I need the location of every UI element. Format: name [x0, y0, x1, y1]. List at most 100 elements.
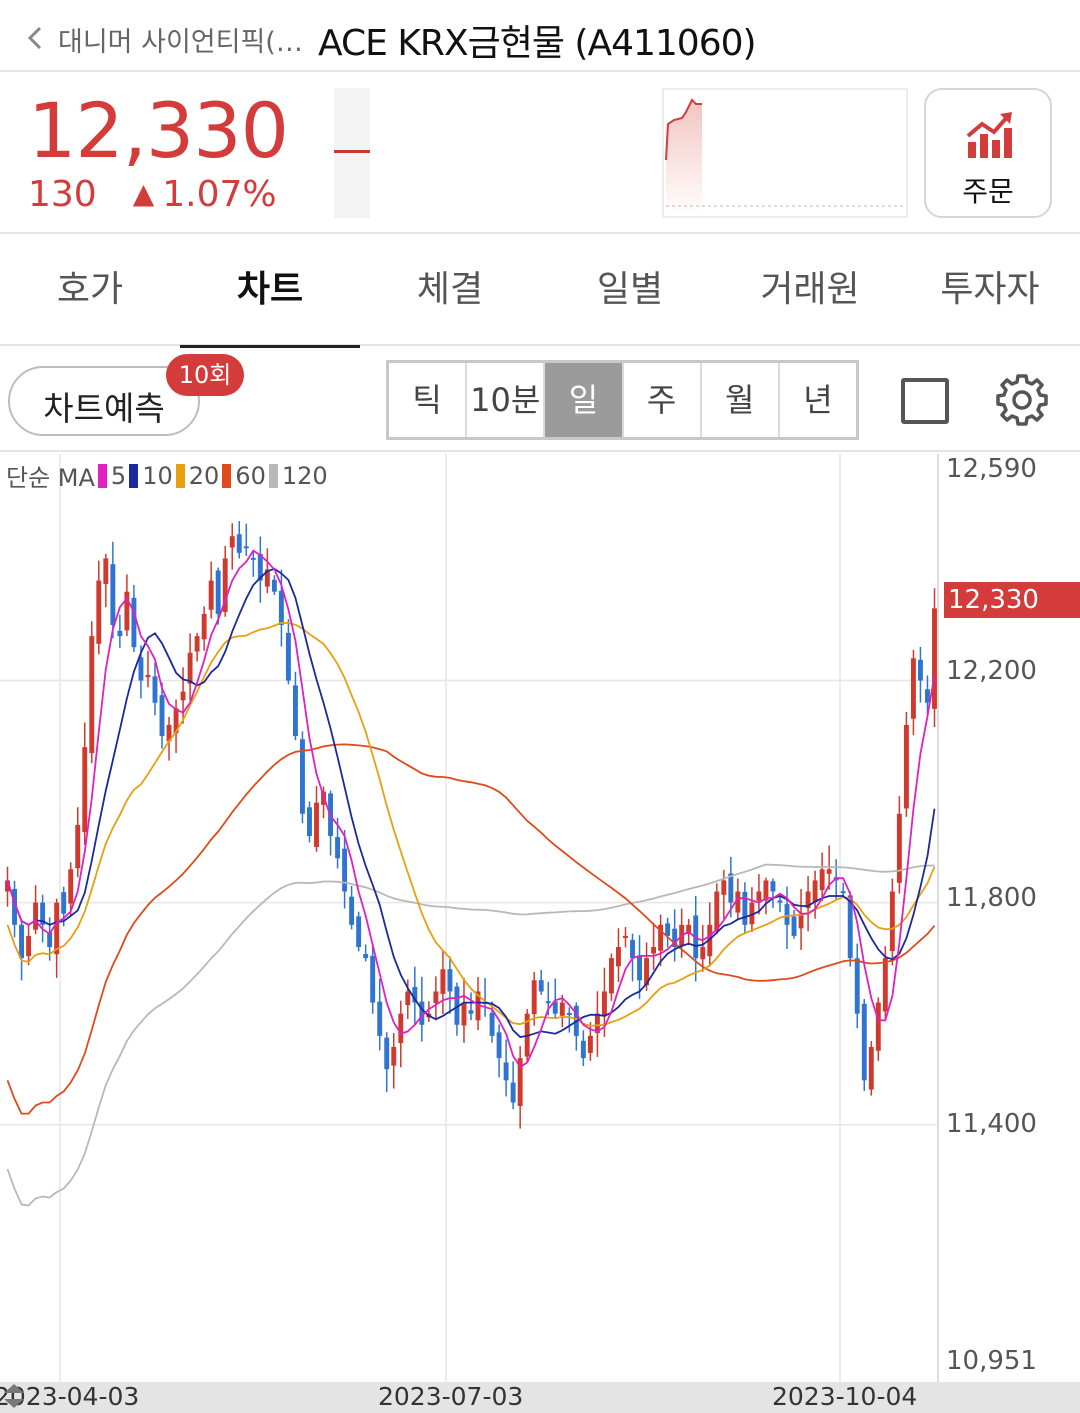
- predict-count-badge: 10회: [166, 354, 244, 396]
- candle-body: [89, 636, 95, 754]
- ma5-line: [6, 549, 936, 1069]
- candle-body: [925, 689, 930, 703]
- candle-body: [300, 739, 305, 814]
- candle-body: [658, 924, 664, 951]
- candle-body: [82, 747, 88, 833]
- candle-body: [461, 1002, 467, 1026]
- tab-investors[interactable]: 투자자: [940, 269, 1040, 310]
- chart-resize-handle-icon[interactable]: [0, 1382, 28, 1410]
- y-tick-label: 10,951: [946, 1346, 1037, 1376]
- candle-body: [854, 958, 860, 1014]
- y-tick-label: 11,400: [946, 1109, 1037, 1139]
- tab-brokers[interactable]: 거래원: [760, 269, 860, 310]
- candle-body: [749, 902, 755, 925]
- range-marker: [334, 150, 370, 153]
- period-year[interactable]: 년: [779, 363, 857, 437]
- candle-body: [173, 708, 179, 734]
- tab-trades[interactable]: 체결: [416, 269, 484, 310]
- quote-panel: 12,330 130 ▲ 1.07% 주문: [0, 74, 1080, 234]
- y-tick-label: 11,800: [946, 883, 1037, 913]
- period-10min[interactable]: 10분: [467, 363, 546, 437]
- tab-chart[interactable]: 차트: [180, 236, 360, 348]
- candle-body: [349, 896, 355, 925]
- candle-body: [19, 924, 25, 959]
- candle-body: [5, 880, 10, 892]
- candle-body: [398, 1013, 404, 1044]
- section-tabs: 호가 차트 체결 일별 거래원 투자자: [0, 236, 1080, 348]
- candle-body: [292, 685, 298, 737]
- candle-body: [742, 891, 748, 925]
- candle-body: [285, 632, 291, 681]
- candle-body: [12, 888, 17, 925]
- candle-body: [812, 880, 818, 903]
- tab-orderbook[interactable]: 호가: [56, 269, 124, 310]
- settings-gear-icon[interactable]: [994, 372, 1050, 428]
- candle-body: [601, 991, 607, 1017]
- candle-body: [489, 1012, 495, 1036]
- candle-body: [791, 916, 797, 936]
- candle-body: [26, 935, 32, 957]
- candle-body: [917, 659, 923, 681]
- intraday-sparkline[interactable]: [662, 88, 908, 218]
- candle-body: [623, 935, 628, 938]
- candle-body: [356, 916, 362, 948]
- candle-body: [215, 570, 221, 614]
- previous-stock-name[interactable]: 대니머 사이언티픽(…: [58, 27, 303, 58]
- candle-body: [545, 1001, 551, 1004]
- candle-body: [559, 1002, 565, 1016]
- candle-body: [138, 657, 144, 681]
- period-day[interactable]: 일: [545, 363, 624, 437]
- candle-body: [587, 1035, 593, 1053]
- candle-body: [819, 869, 825, 891]
- candle-body: [651, 947, 657, 954]
- x-tick-label: 2023-04-03: [0, 1382, 140, 1411]
- candle-body: [271, 579, 277, 592]
- candle-body: [763, 880, 769, 901]
- candle-body: [805, 891, 811, 909]
- candle-body: [405, 991, 411, 1006]
- candle-body: [433, 991, 439, 1004]
- y-tick-label: 12,200: [946, 656, 1037, 686]
- legend-label-60: 60: [235, 461, 266, 490]
- candle-body: [110, 564, 116, 626]
- candle-body: [384, 1037, 390, 1070]
- candle-body: [784, 904, 790, 925]
- fullscreen-square-icon[interactable]: [901, 378, 949, 424]
- candle-body: [377, 1001, 383, 1036]
- candle-body: [672, 928, 678, 948]
- candle-body: [665, 923, 671, 936]
- change-amount: 130: [28, 174, 97, 215]
- back-chevron-icon[interactable]: [22, 20, 52, 56]
- ma10-line: [6, 567, 936, 1038]
- legend-label-10: 10: [142, 461, 173, 490]
- period-month[interactable]: 월: [701, 363, 780, 437]
- stock-title: ACE KRX금현물 (A411060): [318, 23, 757, 64]
- candle-body: [630, 939, 635, 959]
- candle-body: [644, 958, 650, 986]
- candle-body: [61, 892, 67, 914]
- candle-body: [75, 824, 81, 869]
- candle-body: [770, 881, 776, 892]
- candle-body: [194, 636, 200, 652]
- order-button[interactable]: 주문: [924, 88, 1052, 218]
- candle-body: [875, 1002, 881, 1051]
- candle-body: [840, 891, 846, 894]
- candlestick-chart[interactable]: [0, 454, 1080, 1382]
- price-chart[interactable]: 단순 MA 5 10 20 60 120 12,590 12,200 11,80…: [0, 454, 1080, 1413]
- candle-body: [412, 986, 418, 1003]
- candle-body: [103, 558, 109, 584]
- legend-swatch-5: [97, 463, 107, 488]
- candle-body: [932, 608, 937, 709]
- candle-body: [447, 969, 453, 992]
- candle-body: [419, 1001, 425, 1025]
- candle-body: [47, 932, 53, 948]
- candle-body: [342, 848, 348, 892]
- candle-body: [868, 1046, 874, 1090]
- current-price-marker: 12,330: [944, 582, 1080, 618]
- trend-up-icon: [966, 112, 1012, 158]
- period-tick[interactable]: 틱: [389, 363, 468, 437]
- period-week[interactable]: 주: [623, 363, 702, 437]
- candle-body: [187, 652, 193, 684]
- chart-predict-label: 차트예측: [43, 389, 165, 428]
- tab-daily[interactable]: 일별: [596, 269, 664, 310]
